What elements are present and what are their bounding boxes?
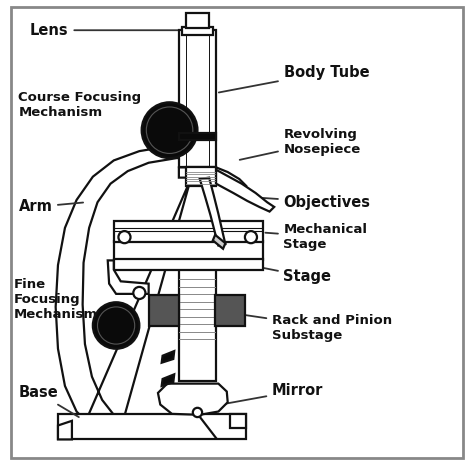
- Bar: [186, 167, 216, 186]
- Bar: [114, 221, 263, 242]
- Circle shape: [93, 302, 139, 349]
- Bar: [149, 295, 179, 325]
- Circle shape: [118, 231, 130, 243]
- Circle shape: [245, 231, 257, 243]
- Circle shape: [146, 107, 193, 153]
- Text: Stage: Stage: [240, 263, 331, 284]
- Circle shape: [142, 102, 198, 158]
- Polygon shape: [200, 178, 225, 246]
- Bar: [182, 27, 213, 35]
- Text: Mechanical
Stage: Mechanical Stage: [265, 223, 367, 251]
- Text: Arm: Arm: [18, 199, 83, 214]
- Bar: [114, 259, 263, 270]
- Text: Revolving
Nosepiece: Revolving Nosepiece: [240, 128, 361, 160]
- Polygon shape: [216, 170, 274, 212]
- Bar: [179, 260, 216, 381]
- Text: Objectives: Objectives: [261, 195, 371, 210]
- Text: Fine
Focusing
Mechanism: Fine Focusing Mechanism: [14, 279, 111, 326]
- Text: Course Focusing
Mechanism: Course Focusing Mechanism: [18, 91, 146, 122]
- Bar: [186, 13, 209, 28]
- Text: Base: Base: [18, 385, 79, 417]
- Bar: [179, 30, 216, 167]
- Polygon shape: [179, 167, 246, 193]
- Bar: [179, 133, 216, 139]
- Bar: [215, 295, 246, 325]
- Bar: [58, 414, 246, 439]
- Text: Body Tube: Body Tube: [219, 65, 369, 93]
- Circle shape: [193, 408, 202, 417]
- Text: Rack and Pinion
Substage: Rack and Pinion Substage: [240, 314, 392, 342]
- Circle shape: [133, 287, 146, 299]
- Text: Mirror: Mirror: [223, 383, 323, 404]
- Polygon shape: [108, 260, 149, 294]
- Text: Lens: Lens: [30, 23, 209, 38]
- Polygon shape: [55, 146, 200, 421]
- Polygon shape: [58, 421, 72, 439]
- Circle shape: [98, 307, 135, 344]
- Polygon shape: [158, 384, 228, 415]
- Polygon shape: [162, 374, 174, 386]
- Bar: [230, 414, 246, 428]
- Polygon shape: [162, 351, 174, 363]
- Polygon shape: [213, 235, 225, 249]
- Bar: [114, 241, 263, 260]
